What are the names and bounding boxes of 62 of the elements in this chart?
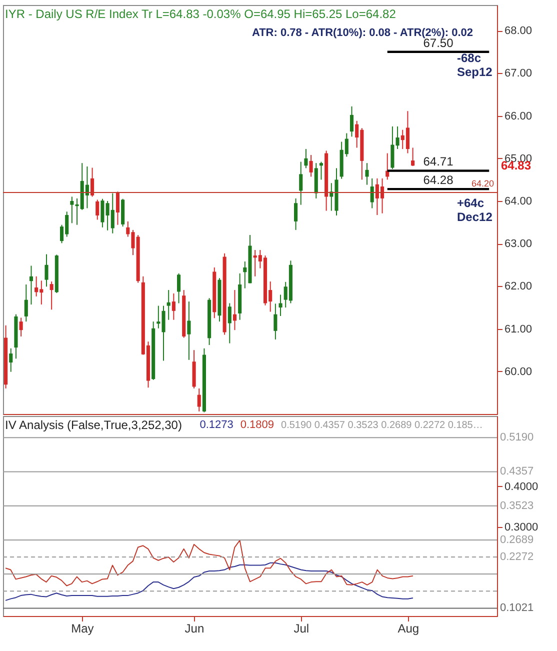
line-series [5,562,414,601]
y-tick-label: 61.00 [504,323,532,336]
y-tick-label: 64.00 [504,195,532,208]
y-tick-label: 0.4000 [504,480,538,493]
ref-line-label: 0.3523 [500,500,534,512]
x-tick-label: Jul [294,622,310,636]
candlestick [228,302,232,344]
candlestick [116,191,120,226]
y-tick-label: 66.00 [504,110,532,122]
candlestick [390,126,394,170]
candlestick [29,265,34,306]
series-label: 64.28 [423,173,454,188]
y-tick-label: 62.00 [504,280,532,293]
ref-line-label: 0.2689 [500,534,534,546]
candlestick [278,294,282,317]
candlestick [50,281,54,310]
candlestick [176,272,181,304]
candlestick [166,290,170,320]
candlestick [319,161,324,180]
ref-line-label: 64.20 [471,178,494,188]
candlestick [350,106,354,138]
ref-line-label: 0.2272 [500,551,534,564]
candlestick [19,317,23,337]
ref-line-label: 0.1021 [500,602,534,614]
x-tick-label: Aug [398,622,420,636]
text: 0.1809 [240,419,274,431]
candlestick [90,167,94,198]
candlestick [172,292,176,320]
x-tick-label: Jun [184,622,204,636]
candlestick [309,154,313,178]
y-tick-label: 63.00 [504,238,532,250]
annotation: -68c Sep12 [457,51,493,79]
candlestick [9,348,13,372]
x-tick-label: May [71,622,94,636]
chart-title: IV Analysis (False,True,3,252,30) [5,418,182,432]
y-tick-label: 68.00 [504,25,532,38]
ref-line-label: 0.5190 [500,432,534,444]
candlestick [232,290,237,331]
candlestick [96,199,100,220]
candlestick [396,126,400,150]
candlestick [299,161,303,206]
ref-line-label: 0.4357 [500,466,534,478]
y-tick-label: 0.3000 [504,522,538,534]
chart-subtitle: 0.5190 0.4357 0.3523 0.2689 0.2272 0.185… [281,420,483,431]
candlestick [187,301,191,360]
candlestick [304,148,308,169]
candlestick [365,162,369,186]
candlestick [100,198,104,228]
candlestick [294,198,298,230]
series-label: 64.71 [423,154,454,169]
y-tick-label: 60.00 [504,366,532,378]
y-tick-label: 67.00 [504,68,532,80]
annotation: +64c Dec12 [457,196,493,224]
candlestick [274,303,278,340]
line-series [5,540,414,586]
candlestick [24,284,28,322]
candlestick [197,388,201,412]
chart-title: IYR - Daily US R/E Index Tr L=64.83 -0.03% O=64.95 Hi=65.25 Lo=64.82 [5,7,396,21]
text: 0.1273 [200,419,234,431]
candlestick [411,147,415,167]
candlestick [370,178,374,209]
candlestick [44,254,48,288]
